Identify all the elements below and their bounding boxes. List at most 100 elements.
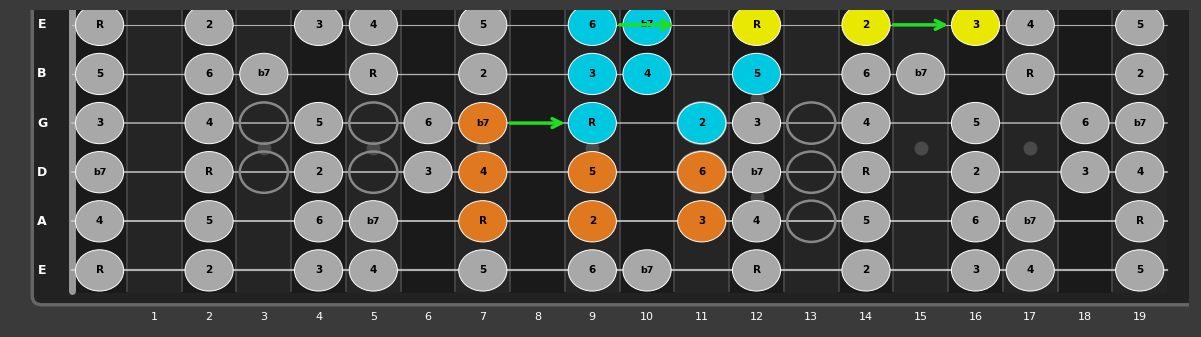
Ellipse shape (185, 102, 233, 144)
Text: 2: 2 (205, 312, 213, 322)
Text: 5: 5 (205, 216, 213, 226)
Text: 4: 4 (753, 216, 760, 226)
Text: 1: 1 (151, 312, 157, 322)
FancyBboxPatch shape (1112, 2, 1167, 294)
Text: 9: 9 (588, 312, 596, 322)
Ellipse shape (623, 53, 671, 95)
Text: 2: 2 (205, 266, 213, 275)
Text: 6: 6 (425, 312, 431, 322)
Text: 3: 3 (753, 118, 760, 128)
Ellipse shape (185, 250, 233, 291)
Ellipse shape (349, 4, 398, 45)
Ellipse shape (677, 102, 725, 144)
Text: 4: 4 (862, 118, 870, 128)
Text: 5: 5 (972, 118, 979, 128)
Text: 3: 3 (315, 266, 322, 275)
Text: 2: 2 (1136, 69, 1143, 79)
Text: 12: 12 (749, 312, 764, 322)
Text: 5: 5 (1136, 20, 1143, 30)
Text: b7: b7 (1023, 217, 1036, 226)
Text: 3: 3 (972, 266, 979, 275)
FancyBboxPatch shape (72, 2, 127, 294)
Ellipse shape (1060, 102, 1109, 144)
Text: 4: 4 (205, 118, 213, 128)
FancyBboxPatch shape (564, 2, 620, 294)
Ellipse shape (459, 102, 507, 144)
Text: 4: 4 (96, 216, 103, 226)
Ellipse shape (1116, 152, 1164, 193)
Text: 18: 18 (1078, 312, 1092, 322)
Text: 3: 3 (424, 167, 431, 177)
Text: 6: 6 (972, 216, 979, 226)
Ellipse shape (459, 201, 507, 242)
Text: 6: 6 (205, 69, 213, 79)
Text: B: B (37, 67, 47, 81)
FancyBboxPatch shape (510, 2, 564, 294)
Ellipse shape (459, 250, 507, 291)
Ellipse shape (294, 152, 342, 193)
FancyBboxPatch shape (894, 2, 948, 294)
Ellipse shape (733, 250, 781, 291)
Ellipse shape (76, 201, 124, 242)
Text: 6: 6 (862, 69, 870, 79)
FancyBboxPatch shape (127, 2, 181, 294)
Text: 2: 2 (698, 118, 705, 128)
Ellipse shape (76, 4, 124, 45)
Text: 5: 5 (753, 69, 760, 79)
Ellipse shape (1116, 53, 1164, 95)
Text: b7: b7 (476, 119, 490, 128)
Text: 4: 4 (1136, 167, 1143, 177)
Text: 3: 3 (588, 69, 596, 79)
Ellipse shape (842, 53, 890, 95)
Ellipse shape (294, 4, 342, 45)
FancyBboxPatch shape (729, 2, 784, 294)
Text: 3: 3 (698, 216, 705, 226)
Ellipse shape (623, 4, 671, 45)
Text: 2: 2 (972, 167, 979, 177)
Ellipse shape (568, 152, 616, 193)
Text: b7: b7 (92, 168, 106, 177)
Ellipse shape (76, 53, 124, 95)
Text: b7: b7 (257, 69, 270, 79)
Text: R: R (753, 20, 760, 30)
Ellipse shape (1116, 250, 1164, 291)
Text: 14: 14 (859, 312, 873, 322)
Text: 16: 16 (968, 312, 982, 322)
Text: 6: 6 (588, 20, 596, 30)
Ellipse shape (733, 102, 781, 144)
Text: 4: 4 (370, 20, 377, 30)
Ellipse shape (951, 4, 999, 45)
Text: E: E (38, 18, 47, 31)
Ellipse shape (568, 250, 616, 291)
Ellipse shape (459, 152, 507, 193)
Ellipse shape (842, 152, 890, 193)
Text: 6: 6 (1081, 118, 1088, 128)
Text: 5: 5 (588, 167, 596, 177)
FancyBboxPatch shape (455, 2, 510, 294)
Ellipse shape (1006, 201, 1054, 242)
Text: R: R (205, 167, 213, 177)
Ellipse shape (185, 201, 233, 242)
Text: 4: 4 (479, 167, 486, 177)
Text: 5: 5 (1136, 266, 1143, 275)
Text: 19: 19 (1133, 312, 1147, 322)
Text: 10: 10 (640, 312, 655, 322)
Ellipse shape (404, 152, 452, 193)
Text: 8: 8 (534, 312, 542, 322)
Ellipse shape (568, 53, 616, 95)
Text: b7: b7 (914, 69, 927, 79)
Text: 15: 15 (914, 312, 927, 322)
FancyBboxPatch shape (346, 2, 401, 294)
Text: R: R (479, 216, 486, 226)
Ellipse shape (733, 152, 781, 193)
Ellipse shape (349, 53, 398, 95)
Ellipse shape (404, 102, 452, 144)
Ellipse shape (951, 201, 999, 242)
Text: 7: 7 (479, 312, 486, 322)
Ellipse shape (1006, 53, 1054, 95)
Ellipse shape (294, 250, 342, 291)
Text: 4: 4 (644, 69, 651, 79)
Ellipse shape (76, 152, 124, 193)
Ellipse shape (349, 250, 398, 291)
Text: D: D (37, 166, 47, 179)
